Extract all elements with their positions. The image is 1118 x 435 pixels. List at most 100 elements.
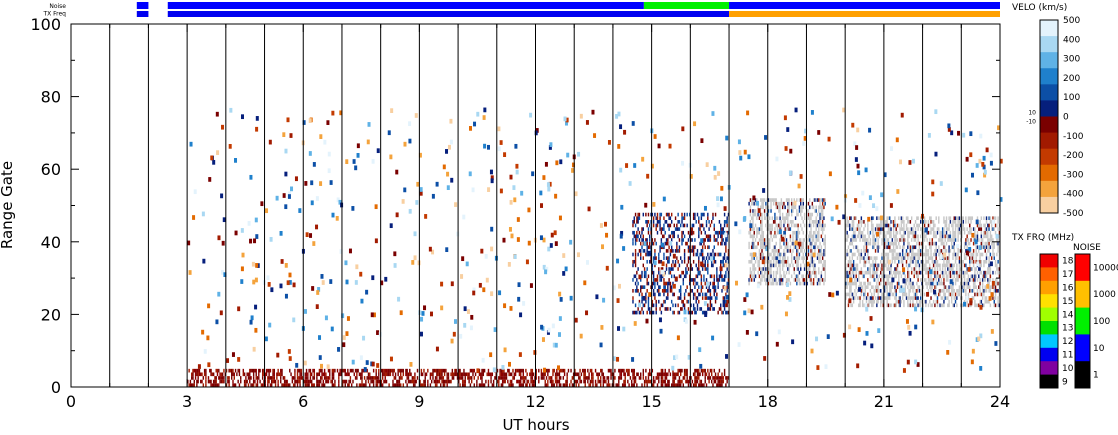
data-cell: [908, 230, 910, 235]
data-cell: [810, 234, 812, 239]
data-cell: [821, 230, 824, 235]
data-cell: [215, 111, 219, 117]
data-cell: [761, 220, 763, 224]
data-cell: [923, 230, 926, 235]
data-cell: [700, 230, 703, 235]
data-cell: [274, 379, 277, 384]
data-cell: [846, 238, 848, 242]
data-cell: [810, 223, 812, 228]
data-cell: [821, 278, 824, 282]
data-cell: [638, 376, 641, 380]
data-cell: [770, 223, 772, 228]
data-cell: [436, 383, 438, 387]
data-cell: [851, 267, 854, 271]
data-cell: [681, 216, 683, 221]
data-cell: [750, 201, 753, 206]
data-cell: [962, 223, 965, 228]
data-cell: [778, 209, 780, 213]
data-cell: [794, 274, 797, 279]
data-cell: [686, 212, 688, 217]
data-cell: [819, 212, 821, 217]
data-cell: [792, 263, 794, 268]
data-cell: [283, 376, 286, 380]
data-cell: [499, 368, 501, 373]
data-cell: [872, 270, 874, 275]
data-cell: [674, 249, 677, 253]
data-cell: [641, 285, 643, 289]
data-cell: [925, 220, 927, 224]
data-cell: [950, 274, 953, 279]
data-cell: [574, 368, 576, 373]
data-cell: [268, 322, 272, 328]
data-cell: [985, 288, 988, 293]
data-cell: [516, 237, 520, 242]
data-cell: [526, 383, 528, 387]
data-cell: [747, 308, 751, 314]
data-cell: [851, 281, 854, 286]
data-cell: [700, 138, 704, 144]
data-cell: [681, 259, 683, 264]
data-cell: [400, 368, 402, 373]
data-cell: [602, 379, 605, 384]
data-cell: [646, 173, 650, 179]
data-cell: [892, 249, 895, 253]
data-cell: [987, 230, 989, 235]
data-cell: [969, 227, 971, 231]
data-cell: [547, 186, 551, 192]
data-cell: [649, 223, 651, 228]
data-cell: [292, 282, 296, 288]
data-cell: [249, 319, 253, 325]
data-cell: [952, 278, 954, 282]
data-cell: [763, 241, 766, 246]
data-cell: [250, 383, 252, 387]
data-cell: [908, 288, 910, 293]
data-cell: [926, 281, 928, 286]
data-cell: [767, 249, 770, 253]
data-cell: [916, 362, 920, 367]
data-cell: [907, 220, 909, 224]
data-cell: [930, 252, 932, 257]
data-cell: [694, 292, 696, 297]
data-cell: [891, 241, 894, 246]
data-cell: [553, 368, 555, 373]
data-cell: [930, 296, 932, 300]
data-cell: [899, 270, 901, 275]
data-cell: [267, 383, 269, 387]
data-cell: [480, 376, 482, 380]
data-cell: [953, 238, 955, 242]
data-cell: [974, 281, 976, 286]
data-cell: [819, 201, 821, 206]
data-cell: [997, 299, 999, 304]
data-cell: [819, 205, 821, 210]
data-cell: [907, 241, 909, 246]
data-cell: [898, 223, 900, 228]
data-cell: [718, 252, 721, 257]
data-cell: [270, 376, 273, 380]
data-cell: [846, 220, 848, 224]
data-cell: [649, 307, 651, 311]
data-cell: [682, 278, 685, 282]
data-cell: [859, 238, 861, 242]
data-cell: [631, 357, 635, 362]
data-cell: [757, 205, 759, 210]
data-cell: [909, 281, 912, 286]
data-cell: [360, 298, 364, 304]
data-cell: [845, 227, 847, 231]
data-cell: [705, 220, 708, 224]
data-cell: [238, 372, 241, 377]
data-cell: [737, 342, 741, 347]
data-cell: [443, 372, 446, 377]
data-cell: [920, 227, 922, 231]
data-cell: [913, 303, 915, 308]
data-cell: [312, 368, 314, 373]
data-cell: [478, 372, 481, 377]
data-cell: [957, 230, 959, 235]
data-cell: [811, 220, 814, 224]
data-cell: [890, 227, 892, 231]
data-cell: [863, 296, 865, 300]
data-cell: [865, 241, 868, 246]
data-cell: [801, 205, 803, 210]
data-cell: [645, 274, 647, 279]
data-cell: [931, 319, 935, 325]
data-cell: [908, 234, 910, 239]
